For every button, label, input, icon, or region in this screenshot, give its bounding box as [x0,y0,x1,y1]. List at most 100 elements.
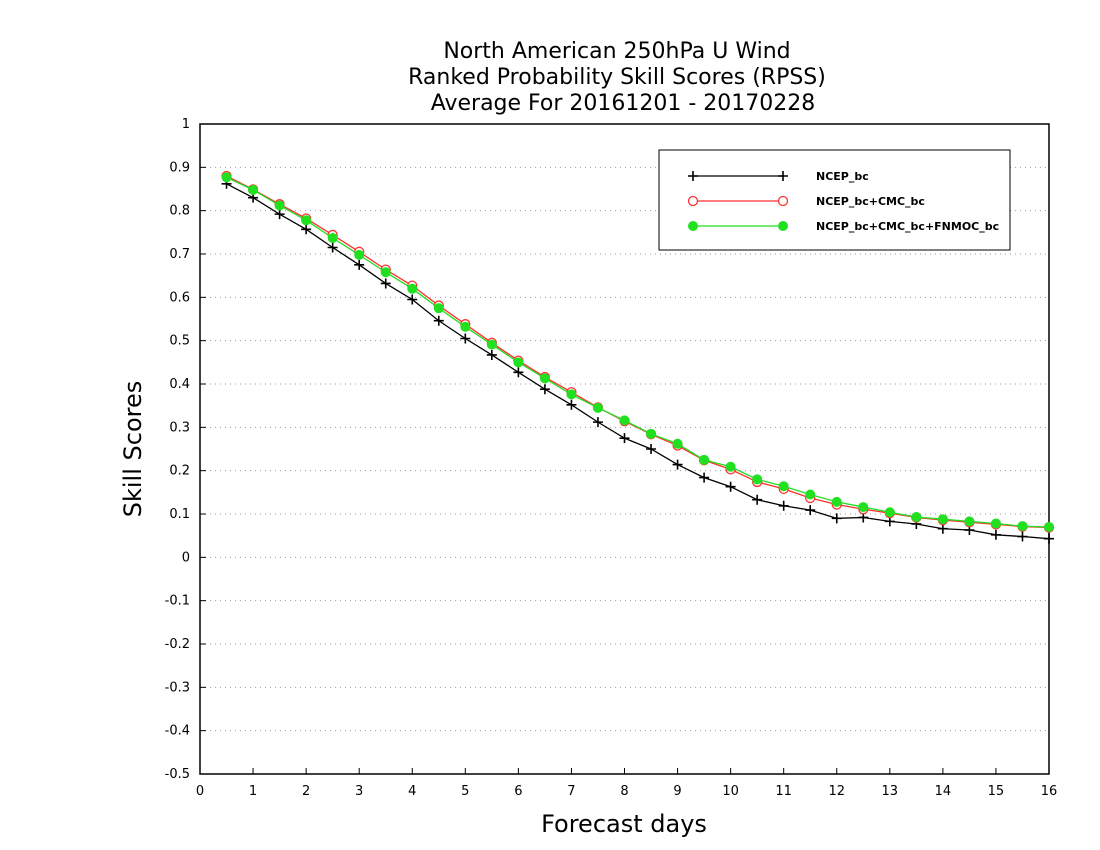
legend-box [658,149,1011,251]
x-tick-label: 6 [514,784,522,799]
x-tick-label: 10 [722,784,739,799]
y-axis-ticks: -0.5 -0.4 -0.3 -0.2 -0.1 0 0.1 0.2 0.3 0.4 0.5 0.6 0… [165,117,206,782]
y-tick-label: 0.6 [169,290,190,305]
data-point [752,474,763,485]
legend-item: NCEP_bc+CMC_bc+FNMOC_bc [688,220,999,233]
legend-marker [687,195,699,207]
x-tick-label: 12 [828,784,845,799]
legend-label: NCEP_bc+CMC_bc+FNMOC_bc [816,220,999,233]
data-point [831,513,842,524]
data-point [354,259,365,270]
data-point [937,514,948,525]
x-tick-label: 2 [302,784,310,799]
x-tick-label: 7 [567,784,575,799]
legend: NCEP_bc NCEP_bc+CMC_bc NCEP_bc+CMC_bc+FNMO… [658,149,1011,251]
x-tick-label: 5 [461,784,469,799]
data-point [274,200,285,211]
x-tick-label: 9 [673,784,681,799]
legend-marker [778,171,788,181]
y-tick-label: 0 [182,550,190,565]
data-point [858,502,869,513]
data-point [911,512,922,523]
legend-label: NCEP_bc+CMC_bc [816,195,925,208]
x-tick-label: 14 [935,784,952,799]
y-tick-label: 0.9 [169,160,190,175]
data-point [301,224,312,235]
data-point [486,349,497,360]
x-tick-label: 8 [620,784,628,799]
data-point [778,481,789,492]
data-point [672,438,683,449]
y-tick-label: -0.2 [165,637,190,652]
data-point [513,367,524,378]
legend-marker [688,221,698,231]
data-point [539,384,550,395]
data-point [486,339,497,350]
y-tick-label: 0.3 [169,420,190,435]
x-axis-label: Forecast days [541,810,707,838]
data-point [1017,531,1028,542]
x-tick-label: 11 [775,784,792,799]
data-point [301,215,312,226]
x-tick-label: 15 [988,784,1005,799]
data-point [725,461,736,472]
data-point [407,283,418,294]
data-point [937,523,948,534]
legend-item: NCEP_bc+CMC_bc [687,195,925,208]
data-point [699,454,710,465]
data-point [1017,521,1028,532]
data-point [274,209,285,220]
x-tick-label: 4 [408,784,416,799]
y-tick-label: -0.4 [165,724,190,739]
chart-title-line-3: Average For 20161201 - 20170228 [431,91,816,116]
data-point [1044,522,1054,532]
y-tick-label: 0.2 [169,464,190,479]
data-point [513,357,524,368]
data-point [752,494,763,505]
x-tick-label: 13 [882,784,899,799]
legend-label: NCEP_bc [816,170,869,183]
data-point [327,242,338,253]
y-tick-label: 0.4 [169,377,190,392]
data-point [990,518,1001,529]
data-point [1044,533,1054,544]
data-point [805,505,816,516]
x-tick-label: 3 [355,784,363,799]
x-tick-label: 16 [1041,784,1058,799]
data-point [884,507,895,518]
data-point [460,321,471,332]
data-point [407,294,418,305]
x-tick-label: 0 [196,784,204,799]
y-tick-label: -0.3 [165,680,190,695]
data-point [831,496,842,507]
y-tick-label: 0.5 [169,334,190,349]
chart-title: North American 250hPa U Wind Ranked Prob… [408,39,826,116]
x-tick-label: 1 [249,784,257,799]
data-point [805,489,816,500]
data-point [380,267,391,278]
data-point [592,402,603,413]
data-point [725,481,736,492]
legend-marker [688,171,698,181]
data-point [433,315,444,326]
y-tick-label: 0.8 [169,204,190,219]
data-point [964,516,975,527]
y-tick-label: -0.1 [165,594,190,609]
data-point [778,500,789,511]
data-point [380,278,391,289]
legend-item: NCEP_bc [688,170,869,183]
data-point [221,172,232,183]
chart-title-line-2: Ranked Probability Skill Scores (RPSS) [408,65,826,90]
data-point [646,444,657,454]
data-point [646,428,657,439]
series-ncep-bc [221,178,1054,544]
data-point [327,232,338,243]
y-axis-label: Skill Scores [119,381,147,518]
data-point [354,249,365,260]
data-point [566,389,577,400]
y-tick-label: 1 [182,117,190,132]
data-point [619,415,630,426]
data-point [433,303,444,314]
y-tick-label: 0.7 [169,247,190,262]
